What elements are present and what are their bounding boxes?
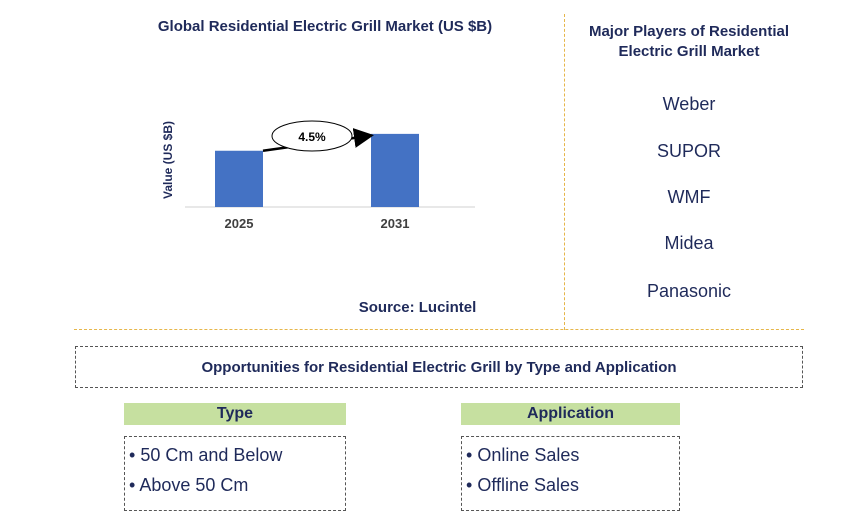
chart-title: Global Residential Electric Grill Market… bbox=[157, 18, 493, 35]
application-list: • Online Sales • Offline Sales bbox=[461, 436, 680, 511]
list-item: • 50 Cm and Below bbox=[129, 445, 283, 465]
source-label: Source: Lucintel bbox=[358, 299, 477, 316]
bar-chart: Value (US $B) 2025 2031 4.5% bbox=[161, 120, 475, 231]
players-title: Major Players of Residential Electric Gr… bbox=[588, 23, 790, 60]
type-list: • 50 Cm and Below • Above 50 Cm bbox=[124, 436, 346, 511]
bar-2025 bbox=[215, 150, 263, 207]
type-header: Type bbox=[124, 403, 346, 425]
x-tick-2025: 2025 bbox=[225, 216, 254, 231]
application-header: Application bbox=[461, 403, 680, 425]
player-weber: Weber bbox=[662, 94, 716, 114]
player-midea: Midea bbox=[664, 233, 714, 253]
x-tick-2031: 2031 bbox=[381, 216, 410, 231]
y-axis-label: Value (US $B) bbox=[161, 121, 175, 199]
player-panasonic: Panasonic bbox=[646, 281, 732, 301]
bar-2031 bbox=[371, 133, 419, 207]
cagr-label: 4.5% bbox=[298, 130, 326, 144]
opportunities-title-text: Opportunities for Residential Electric G… bbox=[201, 358, 677, 376]
horizontal-divider bbox=[74, 329, 804, 330]
cagr-ellipse bbox=[271, 120, 353, 152]
opportunities-title: Opportunities for Residential Electric G… bbox=[75, 346, 803, 388]
list-item: • Offline Sales bbox=[466, 475, 580, 495]
vertical-divider bbox=[564, 14, 565, 330]
player-wmf: WMF bbox=[667, 187, 711, 207]
player-supor: SUPOR bbox=[656, 141, 721, 161]
list-item: • Above 50 Cm bbox=[129, 475, 249, 495]
list-item: • Online Sales bbox=[466, 445, 580, 465]
